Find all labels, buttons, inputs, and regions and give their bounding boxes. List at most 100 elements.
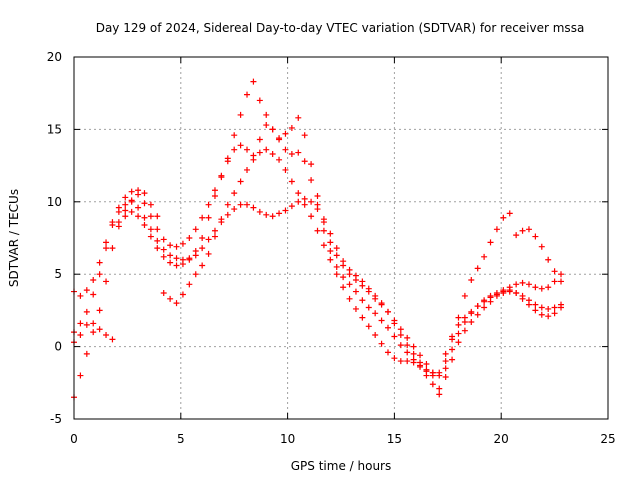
data-point	[410, 343, 417, 350]
data-point	[186, 235, 193, 241]
data-point	[397, 326, 404, 333]
y-axis-label: SDTVAR / TECUs	[7, 189, 21, 287]
x-axis-label: GPS time / hours	[291, 459, 392, 473]
data-point	[538, 285, 545, 292]
data-point	[218, 216, 225, 223]
data-point	[231, 206, 238, 213]
data-point	[558, 271, 565, 278]
data-point	[493, 290, 500, 297]
data-point	[333, 245, 340, 252]
data-point	[109, 245, 116, 252]
data-point	[83, 321, 90, 328]
data-point	[558, 278, 565, 285]
data-point	[282, 146, 289, 153]
data-point	[244, 166, 251, 173]
data-point	[404, 349, 411, 356]
data-point	[493, 226, 500, 233]
data-point	[186, 256, 193, 263]
x-tick-label: 25	[600, 432, 615, 446]
data-point	[314, 201, 321, 208]
data-point	[128, 188, 135, 195]
data-point	[211, 233, 218, 240]
data-point	[173, 255, 180, 262]
data-point	[423, 366, 430, 373]
data-point	[231, 146, 238, 153]
x-tick-label: 15	[387, 432, 402, 446]
data-point	[282, 207, 289, 214]
data-point	[224, 211, 231, 218]
data-point	[333, 263, 340, 270]
data-point	[128, 208, 135, 215]
data-point	[525, 281, 532, 288]
data-point	[179, 240, 186, 247]
data-point	[308, 198, 315, 205]
data-point	[525, 301, 532, 308]
data-point	[449, 356, 456, 363]
data-point	[186, 281, 193, 288]
data-point	[455, 314, 462, 321]
data-point	[545, 313, 552, 320]
data-point	[506, 287, 513, 294]
data-point	[397, 332, 404, 339]
data-point	[282, 130, 289, 137]
data-point	[211, 227, 218, 234]
data-point	[173, 300, 180, 307]
data-point	[115, 219, 122, 226]
data-point	[442, 374, 449, 381]
data-point	[205, 250, 212, 257]
data-point	[192, 248, 199, 255]
data-point	[288, 178, 295, 185]
data-markers	[71, 78, 565, 401]
data-point	[109, 219, 116, 226]
data-point	[359, 314, 366, 321]
data-point	[269, 126, 276, 133]
data-point	[391, 317, 398, 324]
data-point	[301, 158, 308, 165]
data-point	[173, 243, 180, 250]
data-point	[545, 256, 552, 263]
data-point	[103, 332, 110, 339]
data-point	[417, 352, 424, 359]
data-point	[263, 211, 270, 218]
data-point	[532, 301, 539, 308]
y-tick-label: 15	[47, 122, 62, 136]
data-point	[474, 311, 481, 318]
data-point	[378, 317, 385, 324]
data-point	[513, 290, 520, 297]
data-point	[256, 149, 263, 156]
data-point	[378, 301, 385, 308]
data-point	[449, 336, 456, 343]
series-track-3	[71, 78, 565, 401]
data-point	[269, 151, 276, 158]
data-point	[141, 221, 148, 228]
data-point	[83, 350, 90, 357]
data-point	[308, 161, 315, 168]
data-point	[519, 227, 526, 234]
data-point	[481, 297, 488, 304]
data-point	[378, 340, 385, 347]
data-point	[141, 200, 148, 207]
data-point	[263, 146, 270, 153]
data-point	[551, 268, 558, 275]
data-point	[218, 174, 225, 181]
data-point	[301, 195, 308, 202]
data-point	[160, 236, 167, 243]
data-point	[295, 198, 302, 205]
data-point	[551, 310, 558, 317]
data-point	[160, 253, 167, 260]
data-point	[173, 262, 180, 269]
data-point	[122, 213, 129, 220]
data-point	[327, 239, 334, 246]
data-point	[391, 355, 398, 362]
data-point	[199, 262, 206, 269]
data-point	[231, 190, 238, 197]
data-point	[474, 303, 481, 310]
data-point	[519, 279, 526, 286]
x-tick-label: 0	[70, 432, 78, 446]
data-point	[461, 318, 468, 325]
data-point	[192, 226, 199, 233]
y-tick-label: 20	[47, 50, 62, 64]
data-point	[90, 291, 97, 298]
data-point	[487, 239, 494, 246]
data-point	[282, 166, 289, 173]
